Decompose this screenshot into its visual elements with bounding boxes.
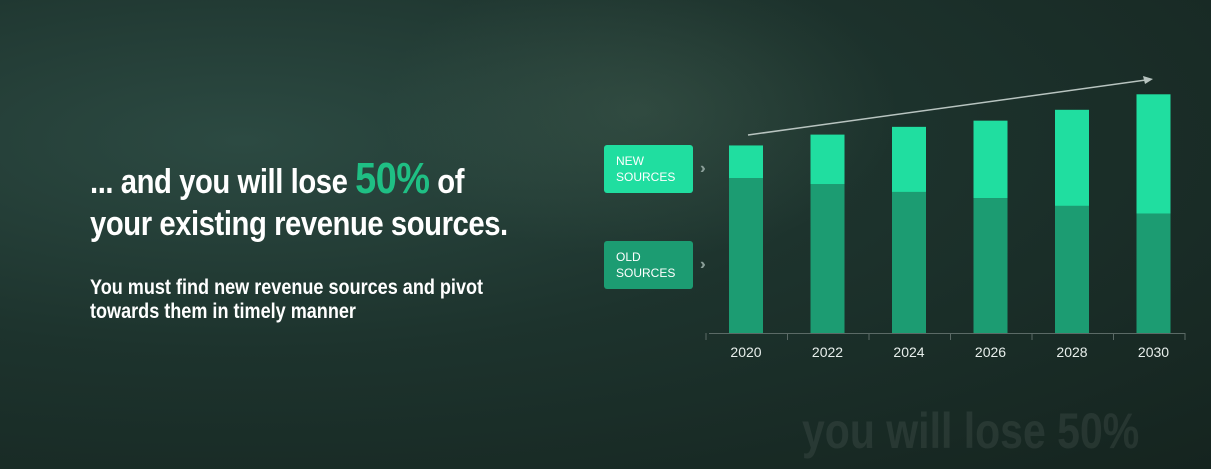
bar-old-sources-2020 (729, 178, 763, 333)
x-tick-label-2022: 2022 (812, 344, 843, 360)
trend-arrow-line (747, 79, 1147, 136)
bar-new-sources-2022 (810, 134, 845, 185)
bar-new-sources-2020 (729, 145, 763, 178)
headline-prefix: ... and you will lose (90, 163, 356, 201)
x-tick-label-2030: 2030 (1138, 344, 1169, 360)
headline: ... and you will lose 50% of your existi… (90, 157, 520, 245)
headline-highlight: 50% (355, 154, 430, 203)
subtext: You must find new revenue sources and pi… (90, 276, 484, 323)
bar-old-sources-2024 (892, 191, 926, 333)
bar-new-sources-2028 (1055, 109, 1089, 206)
bar-old-sources-2030 (1136, 213, 1171, 333)
bar-old-sources-2022 (810, 184, 845, 333)
bar-old-sources-2028 (1055, 205, 1089, 333)
bar-new-sources-2026 (973, 120, 1008, 199)
x-tick-label-2024: 2024 (893, 344, 924, 360)
bar-new-sources-2030 (1136, 94, 1171, 214)
x-tick-label-2028: 2028 (1056, 344, 1087, 360)
trend-arrow-head-icon (1143, 76, 1153, 84)
x-tick-label-2020: 2020 (730, 344, 761, 360)
legend-new-sources: NEW SOURCES (604, 145, 693, 193)
bar-new-sources-2024 (892, 126, 926, 192)
headline-suffix: of your existing revenue sources. (90, 163, 508, 243)
x-tick-label-2026: 2026 (975, 344, 1006, 360)
bar-old-sources-2026 (973, 198, 1008, 333)
legend-old-sources: OLD SOURCES (604, 241, 693, 289)
watermark-text: you will lose 50% (802, 403, 1140, 459)
